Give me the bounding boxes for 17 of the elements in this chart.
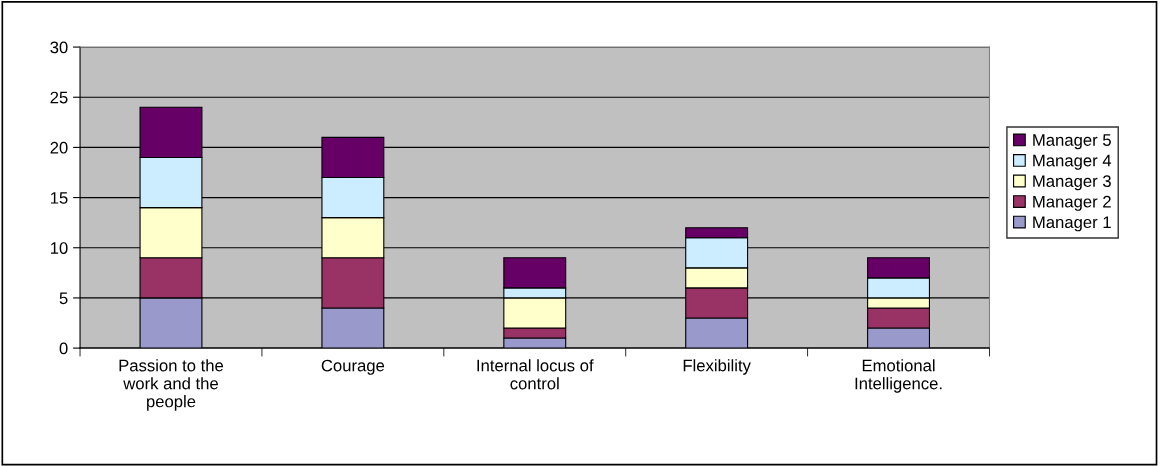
legend-label: Manager 4 [1033, 154, 1112, 170]
y-tick-label: 30 [50, 41, 68, 54]
x-tick-label: Internal locus of control [477, 359, 594, 390]
y-tick-label: 15 [50, 192, 68, 204]
legend-label: Manager 2 [1033, 195, 1111, 211]
legend-label: Manager 1 [1033, 216, 1111, 232]
y-tick-label: 20 [50, 141, 68, 154]
legend-label: Manager 3 [1033, 175, 1111, 191]
legend-label: Manager 5 [1033, 134, 1111, 150]
x-tick-label: Passion to the work and the people [119, 359, 224, 411]
y-tick-label: 5 [59, 292, 68, 305]
y-tick-label: 0 [59, 342, 68, 355]
y-tick-label: 25 [50, 91, 68, 104]
x-tick-label: Courage [321, 359, 385, 375]
y-tick-label: 10 [50, 242, 68, 254]
x-tick-label: Flexibility [683, 359, 751, 375]
x-tick-label: Emotional Intelligence. [855, 359, 942, 393]
